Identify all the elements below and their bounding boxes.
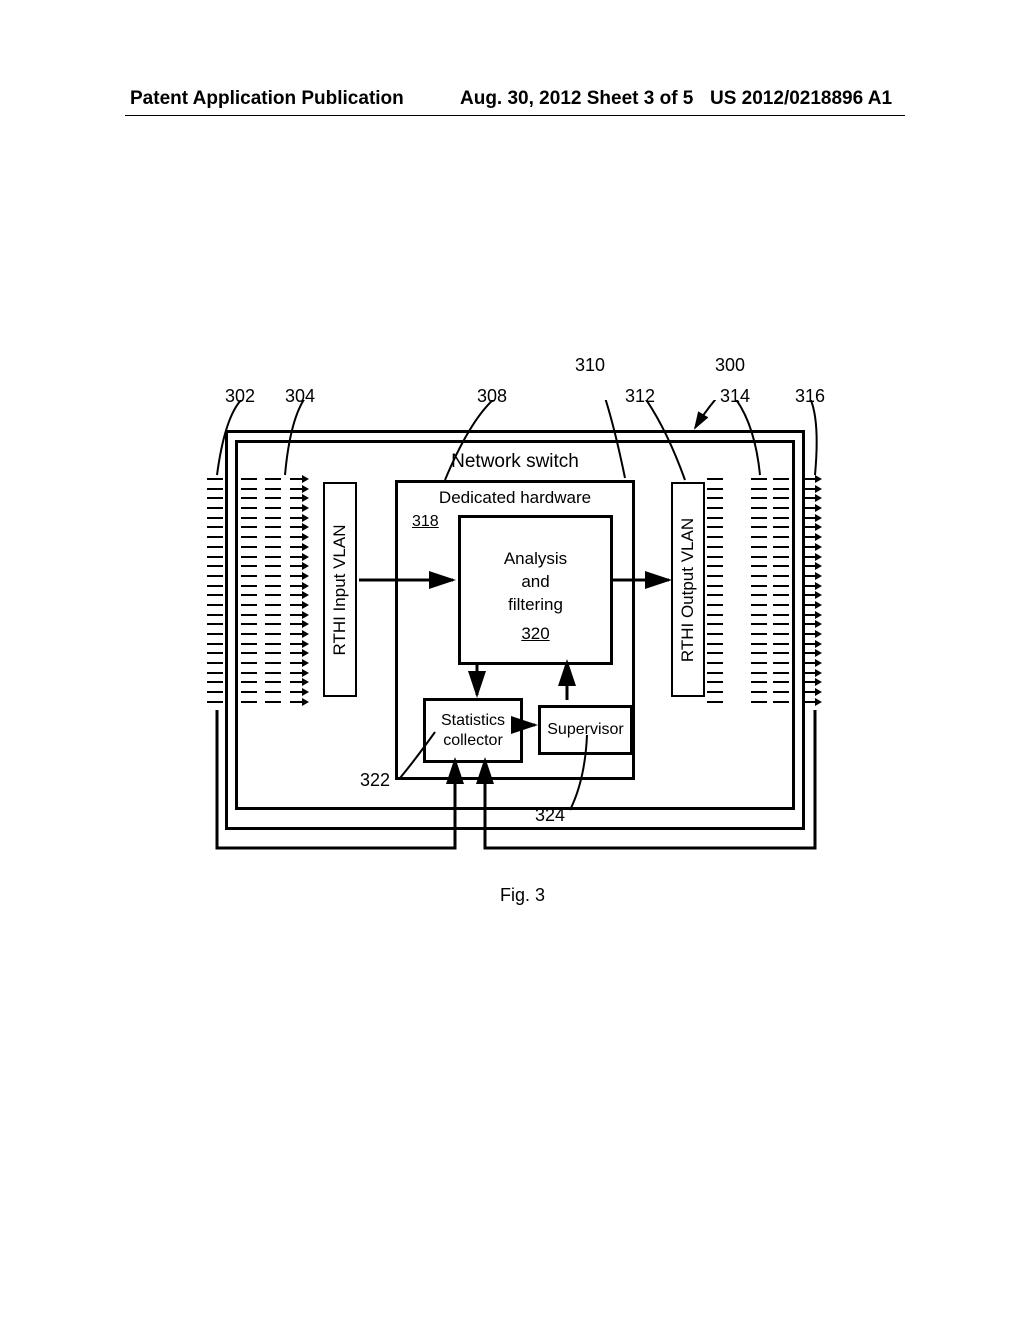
figure-caption: Fig. 3 xyxy=(500,885,545,906)
callout-312: 312 xyxy=(625,386,655,407)
vlan-input-label: RTHI Input VLAN xyxy=(330,524,350,655)
callout-324: 324 xyxy=(535,805,565,826)
ports-int-right xyxy=(707,478,723,703)
switch-title: Network switch xyxy=(238,451,792,473)
callout-316: 316 xyxy=(795,386,825,407)
callout-300: 300 xyxy=(715,355,745,376)
ports-gap-left xyxy=(241,478,257,703)
af-line1: Analysis xyxy=(504,549,567,568)
header-rule xyxy=(125,115,905,116)
dedicated-hardware-box: Dedicated hardware 318 Analysis and filt… xyxy=(395,480,635,780)
header-left: Patent Application Publication xyxy=(130,88,404,110)
supervisor-label: Supervisor xyxy=(547,721,623,738)
vlan-output-box: RTHI Output VLAN xyxy=(671,482,705,697)
vlan-input-box: RTHI Input VLAN xyxy=(323,482,357,697)
ports-ext-left xyxy=(207,478,223,703)
statistics-collector-box: Statistics collector xyxy=(423,698,523,763)
callout-314: 314 xyxy=(720,386,750,407)
ports-gap-right1 xyxy=(751,478,767,703)
supervisor-box: Supervisor xyxy=(538,705,633,755)
af-line2: and xyxy=(521,572,549,591)
af-ref: 320 xyxy=(461,623,610,646)
callout-322: 322 xyxy=(360,770,390,791)
ports-arrows-left xyxy=(290,478,306,703)
callout-310: 310 xyxy=(575,355,605,376)
header-right: US 2012/0218896 A1 xyxy=(710,88,892,110)
ports-arrows-right xyxy=(803,478,819,703)
ports-int-left xyxy=(265,478,281,703)
header-mid: Aug. 30, 2012 Sheet 3 of 5 xyxy=(460,88,693,110)
callout-304: 304 xyxy=(285,386,315,407)
stats-label: Statistics collector xyxy=(441,712,505,749)
hardware-title: Dedicated hardware xyxy=(398,488,632,508)
af-line3: filtering xyxy=(508,595,563,614)
callout-302: 302 xyxy=(225,386,255,407)
callout-308: 308 xyxy=(477,386,507,407)
ports-gap-right2 xyxy=(773,478,789,703)
hardware-ref: 318 xyxy=(412,513,439,531)
figure-diagram: Network switch Dedicated hardware 318 An… xyxy=(155,400,875,850)
analysis-filtering-box: Analysis and filtering 320 xyxy=(458,515,613,665)
vlan-output-label: RTHI Output VLAN xyxy=(678,517,698,661)
